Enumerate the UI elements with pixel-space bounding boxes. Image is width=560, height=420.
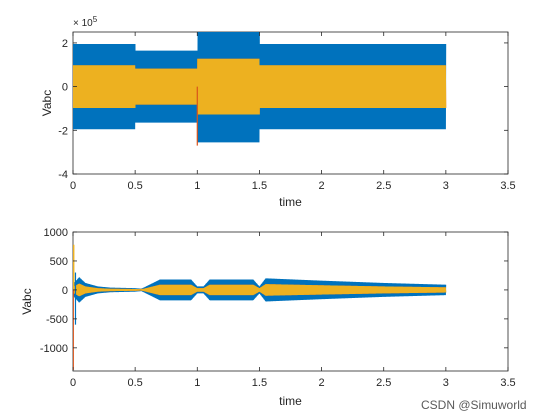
- x-tick-label: 2: [319, 180, 325, 192]
- x-tick-label: 2: [319, 377, 325, 389]
- y-axis-label: Vabc: [40, 90, 54, 116]
- x-tick-label: 3: [443, 180, 449, 192]
- voltage-chart-bottom: 0 0.5 1 1.5 2 2.5 3 3.5 -1000 -500 0 500 1000 time Vab…: [20, 227, 516, 408]
- x-tick-label: 1.5: [252, 180, 267, 192]
- y-exponent-label: × 105: [73, 15, 98, 29]
- phase-1-line: [73, 32, 447, 143]
- y-tick-label: 1000: [44, 227, 68, 239]
- phase-3-line: [73, 58, 447, 115]
- x-tick-label: 3.5: [500, 377, 515, 389]
- y-tick-label: 0: [62, 82, 68, 94]
- x-tick-label: 1: [194, 377, 200, 389]
- y-tick-label: -1000: [40, 343, 68, 355]
- x-tick-label: 3.5: [500, 180, 515, 192]
- x-tick-label: 0: [70, 377, 76, 389]
- voltage-chart-top: 0 0.5 1 1.5 2 2.5 3 3.5 -4 -2 0 2 time Vabc × 105: [40, 15, 516, 209]
- y-tick-label: 500: [50, 256, 68, 268]
- phase-3-line: [73, 283, 447, 297]
- x-tick-label: 2.5: [376, 377, 391, 389]
- phase-1-line: [73, 277, 447, 303]
- watermark: CSDN @Simuworld: [421, 398, 527, 412]
- series-group: [73, 244, 447, 370]
- axes-box: [72, 231, 509, 372]
- x-tick-label: 0: [70, 180, 76, 192]
- series-group: [73, 32, 447, 146]
- x-tick-label: 0.5: [127, 180, 142, 192]
- y-tick-label: -4: [58, 169, 68, 181]
- y-tick-label: 2: [62, 38, 68, 50]
- y-axis-label: Vabc: [20, 288, 34, 314]
- x-tick-label: 1: [194, 180, 200, 192]
- x-tick-label: 2.5: [376, 180, 391, 192]
- x-tick-label: 3: [443, 377, 449, 389]
- y-tick-label: -500: [46, 314, 68, 326]
- y-tick-label: 0: [62, 285, 68, 297]
- x-axis-label: time: [279, 195, 302, 209]
- y-tick-label: -2: [58, 125, 68, 137]
- x-axis-label: time: [279, 394, 302, 408]
- x-tick-label: 0.5: [127, 377, 142, 389]
- x-tick-label: 1.5: [252, 377, 267, 389]
